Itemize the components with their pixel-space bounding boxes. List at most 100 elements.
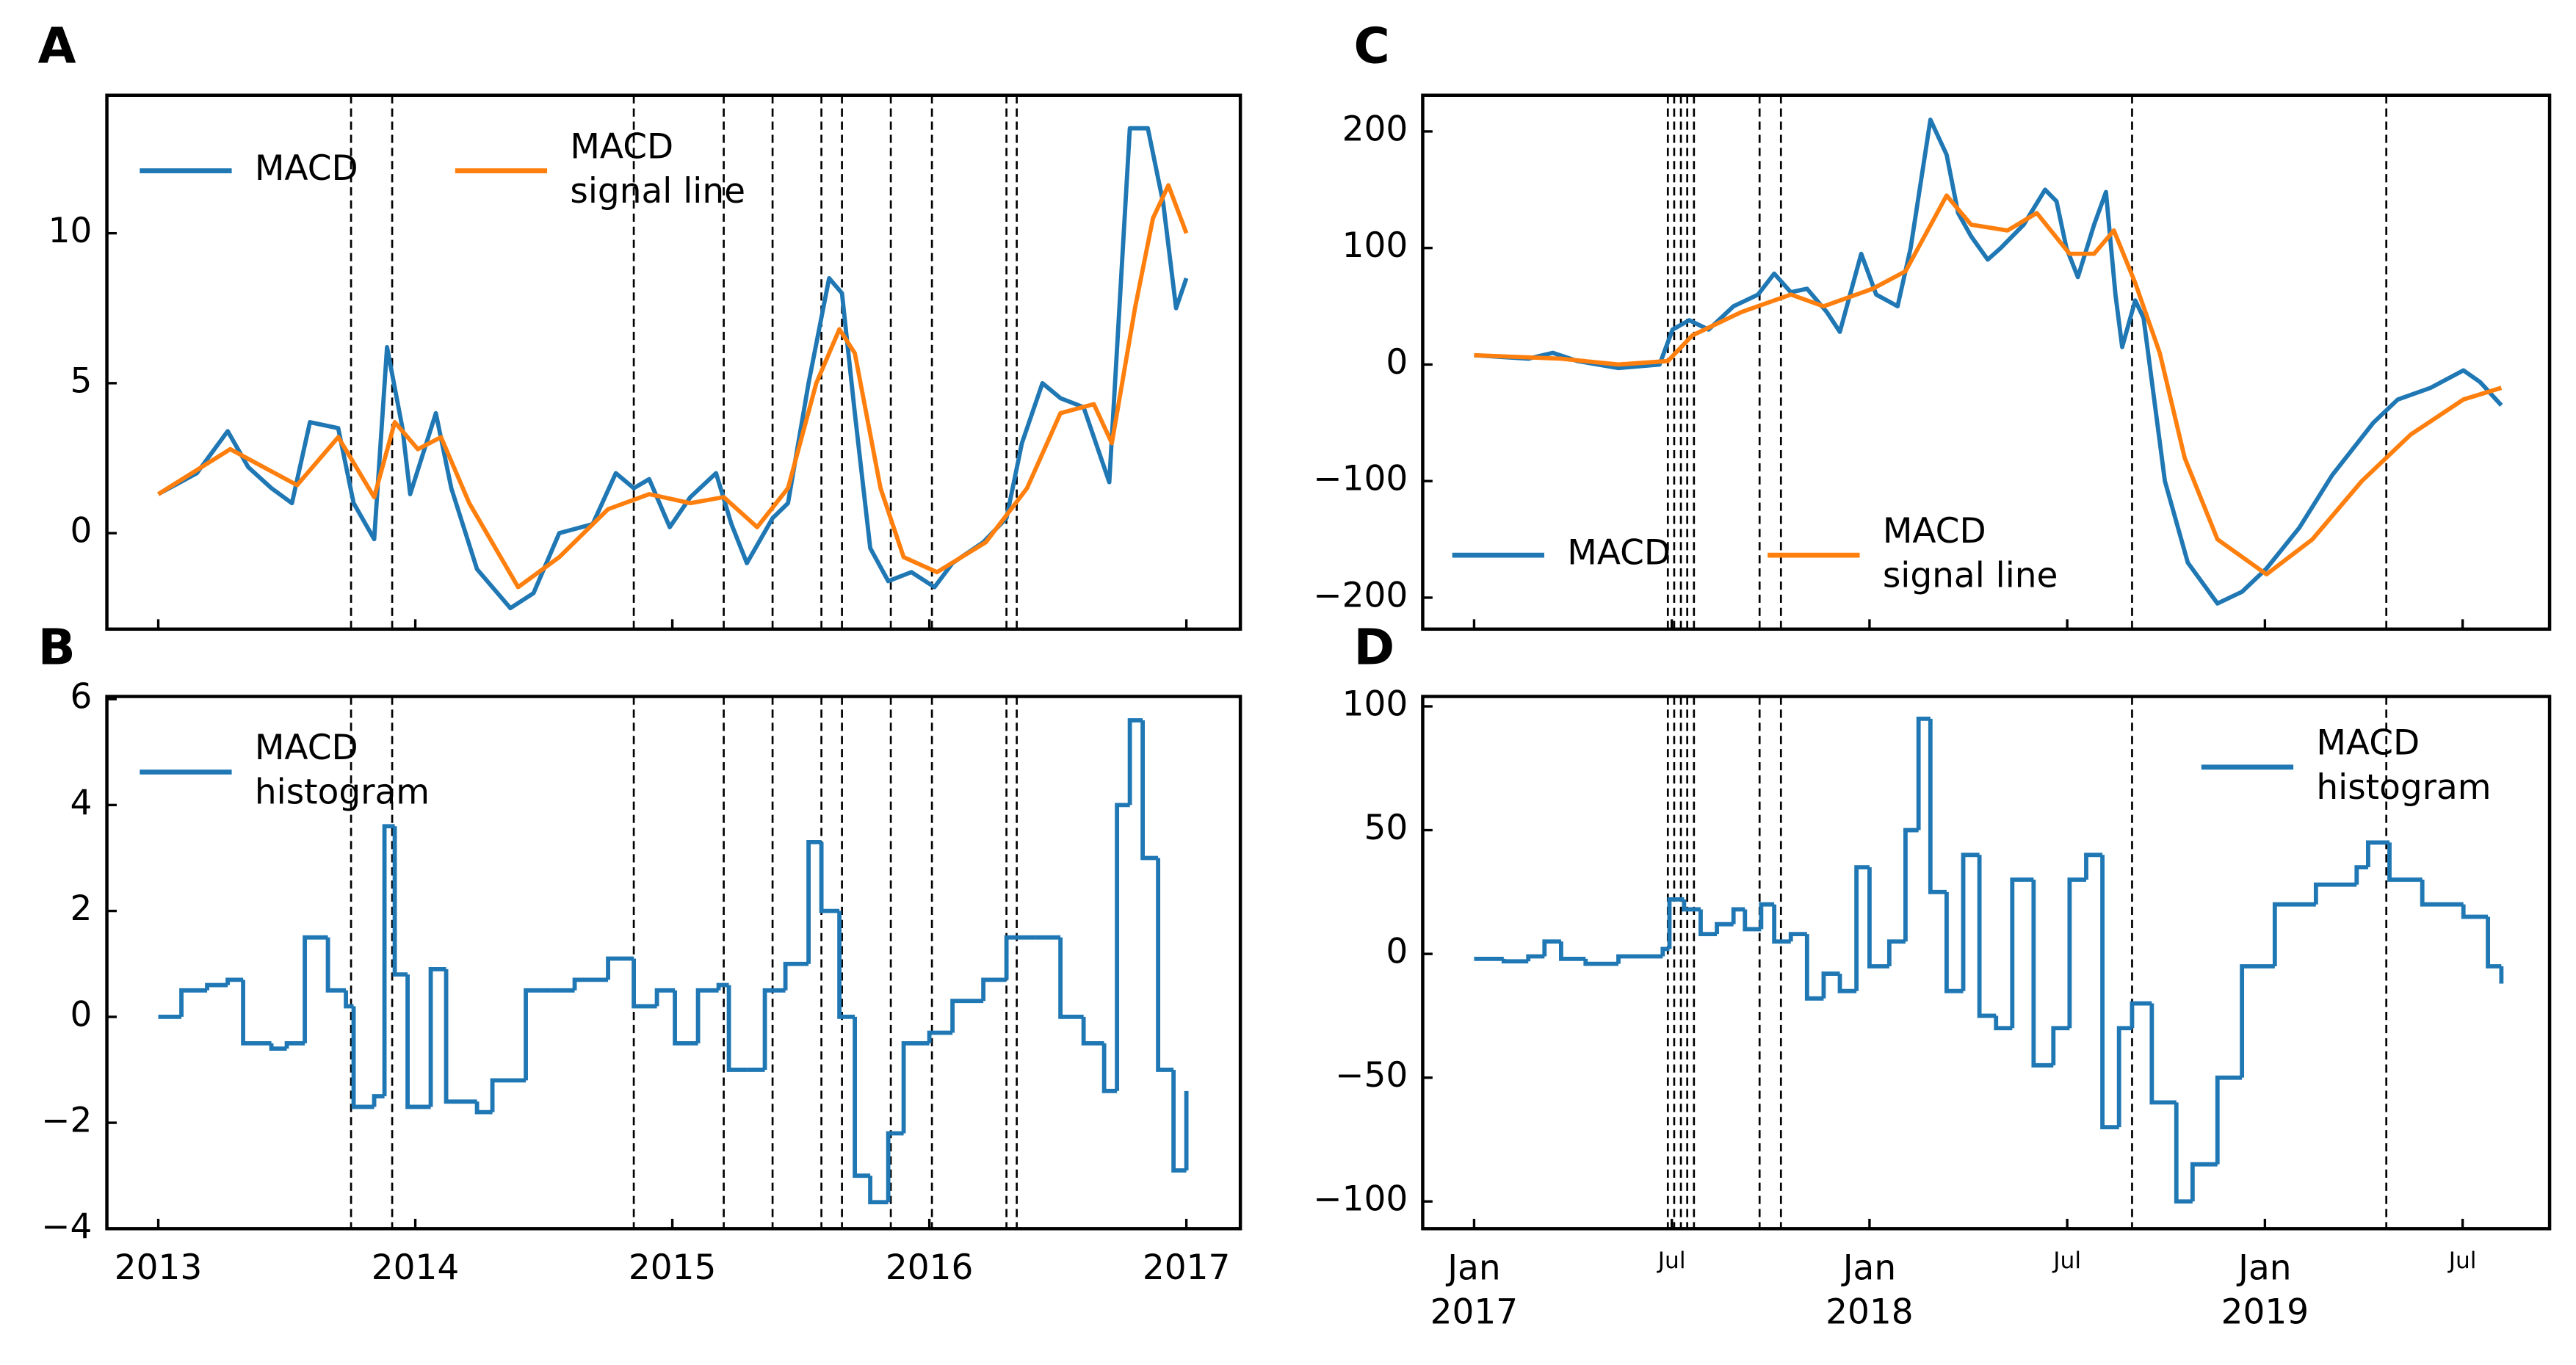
y-tick-label: −100 (1313, 1179, 1408, 1220)
histogram-step (1616, 954, 1663, 964)
histogram-step (179, 988, 208, 1017)
histogram-step (1698, 909, 1718, 937)
histogram-step (2084, 852, 2103, 880)
histogram-step (1559, 941, 1586, 961)
histogram-step (2461, 904, 2489, 919)
y-tick-label: 100 (1342, 225, 1408, 266)
y-tick-label: 0 (1386, 342, 1408, 383)
x-tick-label: 2013 (115, 1248, 203, 1288)
histogram-step (837, 910, 855, 1019)
y-tick-label: 10 (48, 211, 93, 251)
histogram-step (1731, 907, 1745, 924)
histogram-step (1928, 718, 1947, 894)
y-tick-label: −50 (1335, 1055, 1408, 1096)
histogram-step (1886, 939, 1906, 966)
histogram-step (351, 1006, 375, 1109)
histogram-step (405, 974, 431, 1109)
series-line (157, 183, 1189, 590)
histogram-step (205, 982, 228, 991)
histogram-step (1916, 716, 1931, 830)
histogram-step (284, 1040, 305, 1049)
histogram-step (2116, 1026, 2132, 1128)
x-tick-label: Jan 2019 (2221, 1248, 2309, 1332)
histogram-step (819, 841, 840, 913)
histogram-step (344, 990, 354, 1009)
histogram-step (1867, 867, 1889, 968)
histogram-step (2190, 1162, 2218, 1202)
histogram-step (2240, 964, 2275, 1078)
histogram-step (1961, 852, 1980, 991)
histogram-step (241, 980, 272, 1046)
histogram-step (1772, 904, 1791, 944)
histogram-step (726, 985, 748, 1072)
histogram-step (806, 839, 822, 964)
histogram-step (1542, 939, 1561, 957)
histogram-step (1526, 954, 1545, 962)
panel-label: D (1353, 618, 1394, 676)
histogram-step (927, 1030, 953, 1043)
histogram-step (225, 977, 244, 985)
x-tick-label: Jan 2017 (1430, 1248, 1519, 1332)
legend-label: MACD histogram (2316, 723, 2491, 807)
histogram-step (695, 988, 719, 1043)
legend-label: MACD (1567, 533, 1671, 573)
histogram-step (1667, 897, 1685, 949)
legend-label: MACD (255, 148, 358, 189)
y-tick-label: −100 (1313, 459, 1408, 499)
y-tick-label: 6 (70, 677, 93, 717)
histogram-step (372, 1094, 385, 1107)
histogram-step (1994, 1015, 2013, 1031)
plot-frame (105, 695, 1242, 1231)
histogram-step (853, 1016, 871, 1178)
histogram-step (762, 988, 786, 1070)
y-tick-label: 200 (1342, 109, 1408, 149)
histogram-step (1682, 899, 1701, 912)
histogram-step (382, 824, 395, 1097)
histogram-step (1004, 935, 1035, 980)
histogram-step (1837, 974, 1857, 993)
panel-label: A (38, 18, 76, 75)
histogram-step (901, 1040, 930, 1134)
legend-label: MACD signal line (1883, 510, 2058, 595)
panel-label: C (1353, 18, 1389, 75)
x-tick-label: Jan 2018 (1826, 1248, 1914, 1332)
histogram-step (606, 956, 634, 980)
histogram-step (783, 961, 809, 991)
histogram-step (2051, 1026, 2070, 1065)
histogram-step (2366, 840, 2389, 868)
x-tick-label: Jul (1657, 1248, 1686, 1274)
histogram-step (716, 982, 729, 991)
legend-label: MACD signal line (570, 126, 745, 211)
histogram-step (2130, 1001, 2152, 1029)
histogram-step (1127, 718, 1143, 805)
y-tick-label: −200 (1313, 575, 1408, 615)
histogram-step (673, 990, 698, 1046)
x-tick-label: 2016 (886, 1248, 974, 1288)
histogram-step (1944, 891, 1964, 993)
histogram-step (1660, 946, 1670, 957)
histogram-step (1715, 922, 1734, 935)
y-tick-label: 5 (70, 361, 93, 401)
series-line (1474, 117, 2503, 606)
histogram-step (1743, 909, 1762, 932)
histogram-step (1804, 934, 1824, 1001)
histogram-step (269, 1043, 287, 1051)
histogram-step (632, 958, 657, 1009)
x-tick-label: 2014 (372, 1248, 460, 1288)
histogram-step (2149, 1003, 2177, 1105)
histogram-step (572, 977, 609, 991)
histogram-step (1821, 971, 1840, 999)
series-line (1474, 193, 2503, 577)
histogram-step (444, 968, 477, 1104)
histogram-step (1140, 720, 1159, 861)
series-line (157, 126, 1189, 611)
histogram-step (1583, 958, 1618, 966)
histogram-step (2486, 916, 2502, 968)
y-tick-label: 100 (1342, 684, 1408, 724)
panel-label: B (38, 618, 76, 676)
histogram-step (1156, 858, 1174, 1072)
y-tick-label: 4 (70, 783, 93, 823)
histogram-step (2010, 877, 2034, 1029)
